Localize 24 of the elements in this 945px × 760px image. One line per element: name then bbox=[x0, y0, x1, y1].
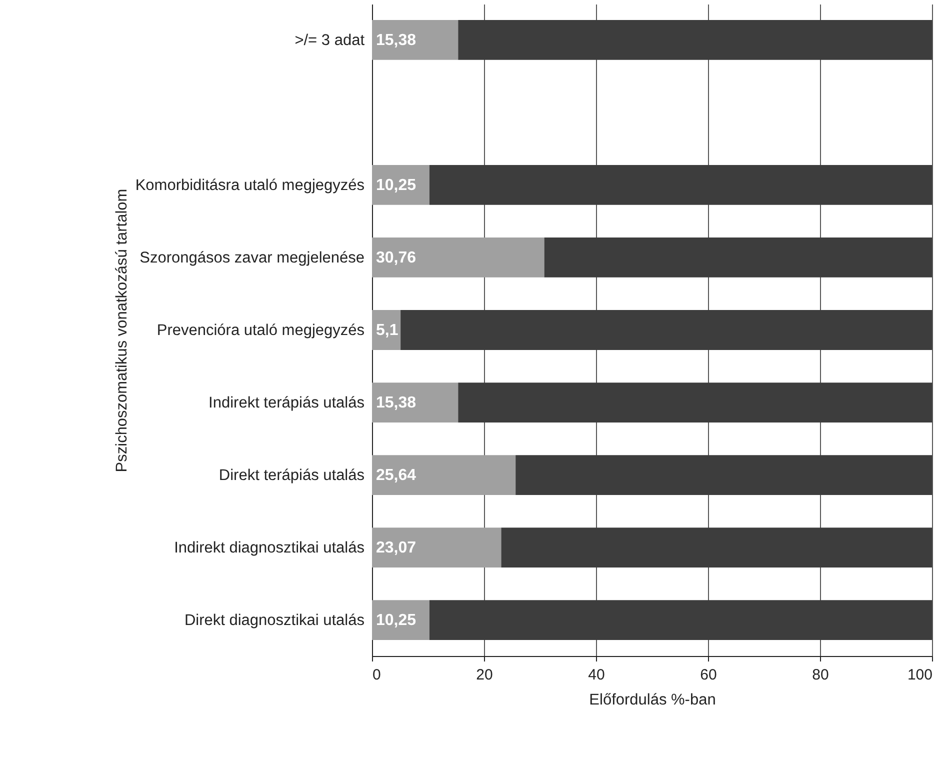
x-tick-label: 0 bbox=[372, 666, 381, 684]
y-tick-label: Indirekt terápiás utalás bbox=[208, 394, 365, 412]
data-label: 25,64 bbox=[376, 467, 416, 484]
x-tick-label: 80 bbox=[812, 666, 829, 684]
x-axis-title: Előfordulás %-ban bbox=[589, 692, 716, 708]
y-axis-title: Pszichoszomatikus vonatkozású tartalom bbox=[114, 188, 130, 472]
y-tick-label: Indirekt diagnosztikai utalás bbox=[174, 540, 365, 557]
y-tick-label: Direkt diagnosztikai utalás bbox=[184, 612, 365, 630]
data-label: 5,1 bbox=[376, 322, 398, 339]
y-tick-label: >/= 3 adat bbox=[294, 32, 366, 49]
x-tick-label: 100 bbox=[907, 666, 932, 684]
x-tick-label: 20 bbox=[476, 666, 493, 684]
data-label: 15,38 bbox=[376, 32, 416, 49]
x-tick-label: 40 bbox=[588, 666, 605, 684]
y-tick-label: Prevencióra utaló megjegyzés bbox=[156, 322, 365, 339]
data-label: 10,25 bbox=[376, 176, 416, 194]
y-tick-label: Direkt terápiás utalás bbox=[218, 467, 365, 484]
x-tick-label: 60 bbox=[700, 666, 717, 684]
data-label: 30,76 bbox=[376, 249, 416, 266]
data-label: 10,25 bbox=[376, 612, 416, 630]
y-tick-label: Szorongásos zavar megjelenése bbox=[140, 249, 364, 266]
data-label: 23,07 bbox=[376, 540, 416, 557]
y-tick-label: Komorbiditásra utaló megjegyzés bbox=[135, 176, 365, 194]
data-label: 15,38 bbox=[376, 394, 416, 412]
